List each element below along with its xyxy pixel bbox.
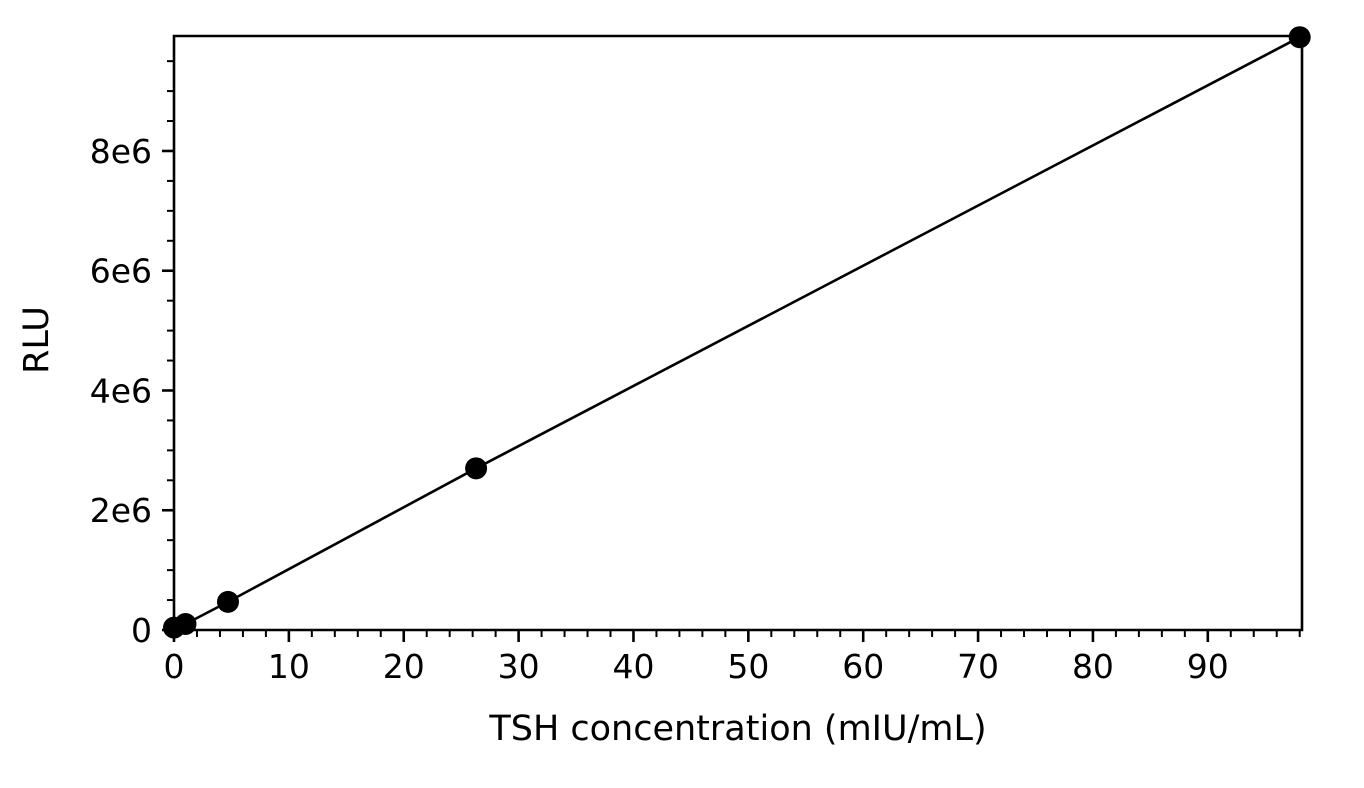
data-series xyxy=(163,26,1311,639)
y-axis-title: RLU xyxy=(17,306,57,374)
y-tick-label: 2e6 xyxy=(90,491,152,530)
data-point-marker xyxy=(174,613,197,636)
x-tick-label: 10 xyxy=(268,647,310,686)
y-tick-label: 0 xyxy=(131,611,152,650)
x-axis-ticks xyxy=(172,630,1301,642)
data-point-marker xyxy=(216,590,239,613)
data-point-marker xyxy=(1288,26,1311,49)
x-tick-label: 0 xyxy=(164,647,185,686)
data-point-marker xyxy=(465,457,488,480)
x-tick-label: 90 xyxy=(1187,647,1229,686)
y-tick-label: 6e6 xyxy=(90,252,152,291)
x-tick-label: 40 xyxy=(612,647,654,686)
x-tick-label: 50 xyxy=(727,647,769,686)
x-axis-title: TSH concentration (mIU/mL) xyxy=(488,709,986,749)
x-tick-label: 30 xyxy=(498,647,540,686)
y-tick-label: 4e6 xyxy=(90,371,152,410)
x-axis-tick-labels: 0 10 20 30 40 50 60 70 80 90 xyxy=(164,647,1229,686)
y-axis-ticks xyxy=(162,60,174,632)
x-tick-label: 70 xyxy=(957,647,999,686)
x-tick-label: 80 xyxy=(1072,647,1114,686)
x-tick-label: 20 xyxy=(383,647,425,686)
y-axis-tick-labels: 0 2e6 4e6 6e6 8e6 xyxy=(90,132,152,650)
x-tick-label: 60 xyxy=(842,647,884,686)
y-tick-label: 8e6 xyxy=(90,132,152,171)
